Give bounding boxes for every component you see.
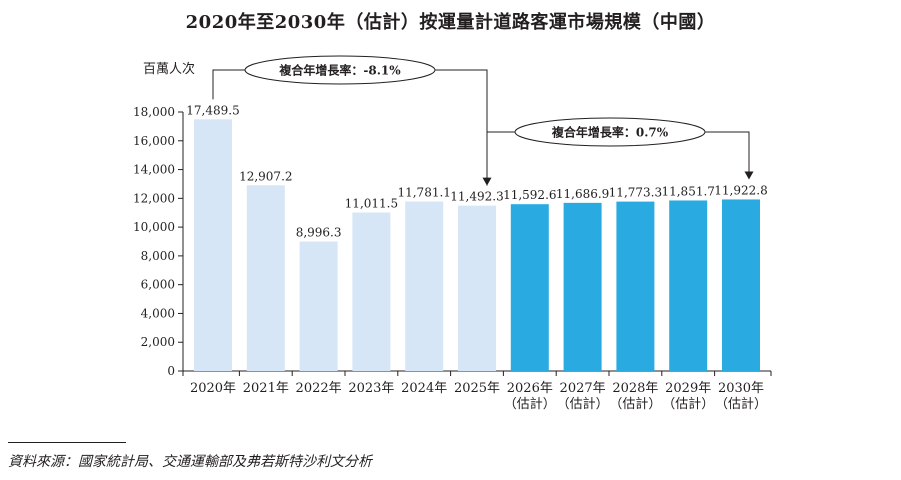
bar [722, 199, 760, 371]
x-tick-label: 2027年 [560, 381, 606, 396]
data-label: 8,996.3 [296, 226, 342, 240]
bar [299, 241, 338, 371]
x-tick-label: 2025年 [454, 381, 500, 396]
data-label: 12,907.2 [239, 169, 292, 183]
x-tick-label: 2029年 [665, 381, 711, 396]
bar [563, 202, 602, 371]
x-tick-label: （估計） [715, 396, 767, 412]
y-tick-label: 18,000 [133, 105, 175, 119]
cagr-value: -8.1% [363, 64, 401, 78]
cagr-label-text: 複合年增長率： [551, 125, 636, 140]
bar [510, 204, 549, 371]
y-tick-label: 8,000 [141, 249, 175, 263]
y-axis-label: 百萬人次 [143, 61, 195, 77]
x-tick-label: 2022年 [296, 381, 342, 396]
x-tick-label: 2030年 [718, 381, 764, 396]
data-label: 11,781.1 [397, 185, 450, 199]
cagr-label-text: 複合年增長率： [278, 63, 363, 78]
x-tick-label: 2024年 [401, 381, 447, 396]
cagr-connector [705, 131, 750, 174]
bar-chart: 百萬人次 0 2,000 4,000 6,000 8,000 10,000 12,000 14,… [133, 55, 772, 412]
source-divider [8, 442, 126, 443]
bar [669, 200, 708, 371]
data-label: 17,489.5 [186, 103, 239, 117]
cagr-annotation: 複合年增長率：0.7% [486, 117, 754, 186]
cagr-label: 複合年增長率：-8.1% [278, 63, 401, 78]
cagr-ellipse [244, 55, 436, 85]
y-tick-label: 12,000 [133, 191, 175, 205]
x-tick-label: 2028年 [612, 381, 658, 396]
data-label: 11,011.5 [345, 197, 398, 211]
y-tick-label: 14,000 [133, 163, 175, 177]
data-label: 11,686.9 [556, 187, 609, 201]
x-tick-label: 2020年 [190, 381, 236, 396]
bar [458, 205, 496, 371]
chart-title: 2020年至2030年（估計）按運量計道路客運市場規模（中國） [185, 12, 716, 33]
cagr-label: 複合年增長率：0.7% [551, 125, 669, 140]
cagr-connector [212, 69, 245, 100]
label-layer: 17,489.5 2020年 12,907.2 2021年 8,996.3 2022年 11… [186, 103, 767, 412]
source-note: 資料來源：國家統計局、交通運輸部及弗若斯特沙利文分析 [8, 454, 372, 470]
data-label: 11,492.3 [450, 190, 503, 204]
bar [246, 185, 285, 371]
y-tick-label: 6,000 [141, 278, 175, 292]
y-tick-label: 10,000 [133, 220, 175, 234]
data-label: 11,592.6 [503, 188, 556, 202]
annotation-layer: 複合年增長率：-8.1%複合年增長率：0.7% [212, 55, 754, 186]
x-tick-label: 2026年 [507, 381, 553, 396]
bar [616, 201, 655, 371]
cagr-value: 0.7% [636, 126, 669, 140]
x-tick-label: （估計） [662, 396, 714, 412]
arrow-head-icon [744, 171, 754, 180]
cagr-connector [486, 131, 515, 186]
y-tick-label: 4,000 [141, 306, 175, 320]
cagr-ellipse [514, 117, 706, 147]
data-label: 11,922.8 [714, 183, 767, 197]
data-label: 11,851.7 [661, 184, 714, 198]
x-tick-label: （估計） [609, 396, 661, 412]
y-tick-label: 0 [167, 364, 175, 378]
bar [352, 212, 391, 371]
bar [194, 119, 232, 372]
cagr-connector [435, 69, 488, 180]
data-label: 11,773.3 [609, 186, 662, 200]
x-tick-label: （估計） [557, 396, 609, 412]
x-tick-label: （估計） [504, 396, 556, 412]
x-tick-label: 2023年 [348, 381, 394, 396]
x-tick-label: 2021年 [243, 381, 289, 396]
bar [405, 201, 444, 371]
bar-layer [194, 119, 760, 372]
cagr-annotation: 複合年增長率：-8.1% [212, 55, 492, 186]
y-tick-label: 2,000 [141, 335, 175, 349]
y-tick-label: 16,000 [133, 134, 175, 148]
